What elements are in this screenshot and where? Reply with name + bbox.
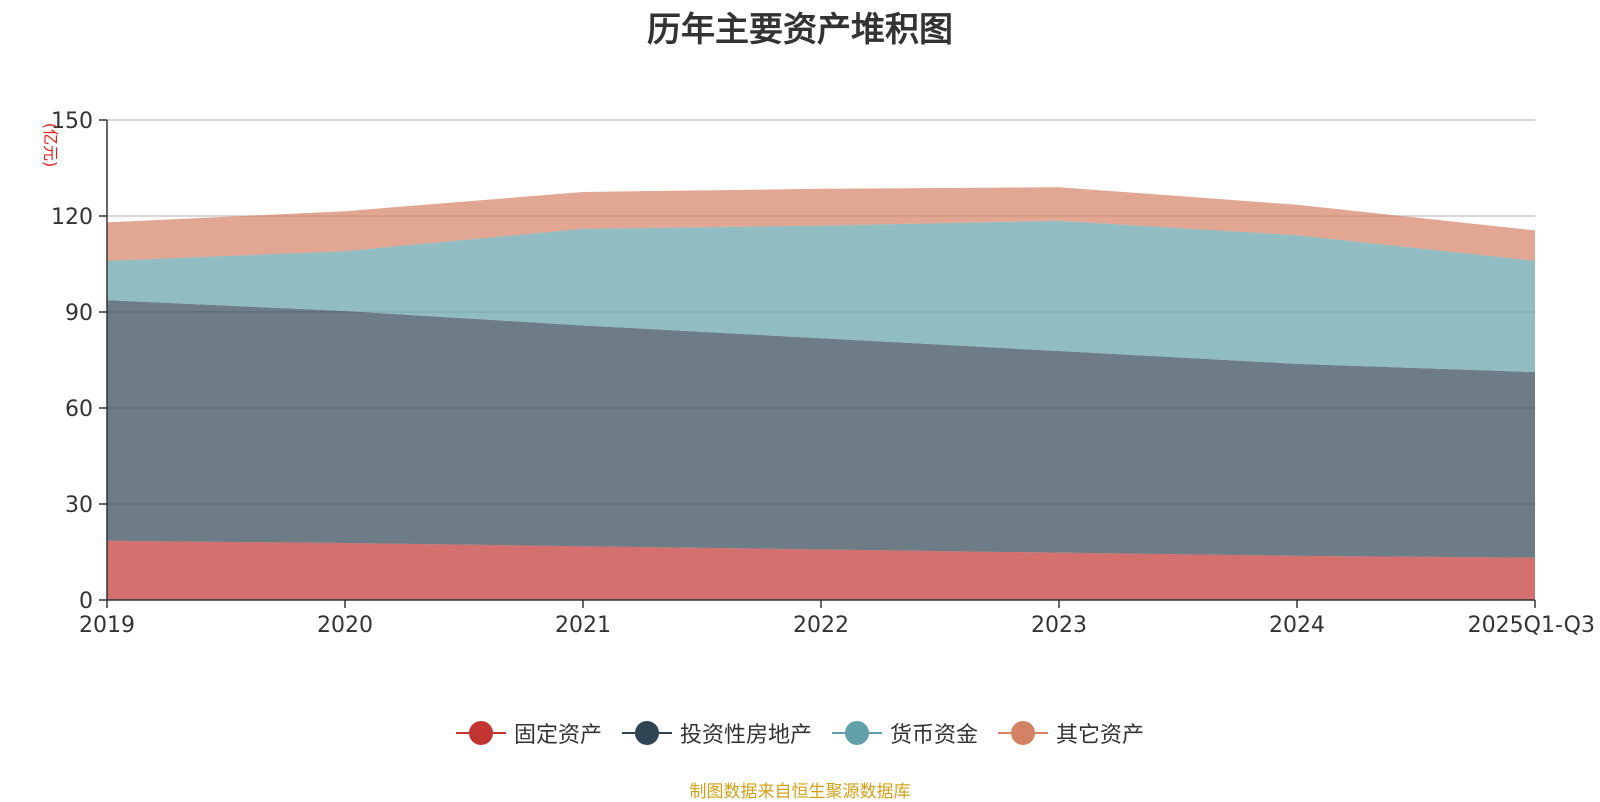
y-tick-label: 30 — [65, 493, 93, 518]
y-axis-unit: (亿元) — [41, 123, 60, 168]
legend-item[interactable]: 货币资金 — [832, 717, 978, 749]
legend-marker — [455, 720, 506, 746]
x-tick-label: 2022 — [793, 613, 849, 638]
legend-label: 货币资金 — [890, 723, 979, 748]
y-tick-label: 120 — [51, 205, 93, 230]
x-tick-label: 2025Q1-Q3 — [1468, 613, 1595, 638]
x-tick-label: 2024 — [1269, 613, 1325, 638]
legend-label: 固定资产 — [513, 723, 602, 748]
area-series-3 — [107, 187, 1535, 261]
y-tick-label: 60 — [65, 397, 93, 422]
y-tick-label: 150 — [51, 109, 93, 134]
area-series-1 — [107, 300, 1535, 558]
x-tick-label: 2020 — [317, 613, 373, 638]
source-note: 制图数据来自恒生聚源数据库 — [689, 782, 911, 802]
x-tick-label: 2019 — [79, 613, 135, 638]
legend-marker — [832, 720, 882, 746]
legend-item[interactable]: 固定资产 — [455, 717, 602, 749]
x-tick-label: 2021 — [555, 613, 611, 638]
chart-title: 历年主要资产堆积图 — [647, 10, 953, 50]
legend-marker — [621, 720, 672, 746]
legend-marker — [998, 720, 1049, 746]
legend: 固定资产 投资性房地产 货币资金 其它资产 — [0, 717, 1600, 749]
legend-label: 投资性房地产 — [679, 723, 812, 748]
y-tick-label: 0 — [79, 589, 93, 614]
legend-item[interactable]: 投资性房地产 — [621, 717, 812, 749]
legend-item[interactable]: 其它资产 — [998, 717, 1144, 749]
area-series-2 — [107, 220, 1535, 373]
x-tick-label: 2023 — [1031, 613, 1087, 638]
legend-label: 其它资产 — [1056, 723, 1145, 748]
y-tick-label: 90 — [65, 301, 93, 326]
area-series-0 — [107, 540, 1535, 600]
